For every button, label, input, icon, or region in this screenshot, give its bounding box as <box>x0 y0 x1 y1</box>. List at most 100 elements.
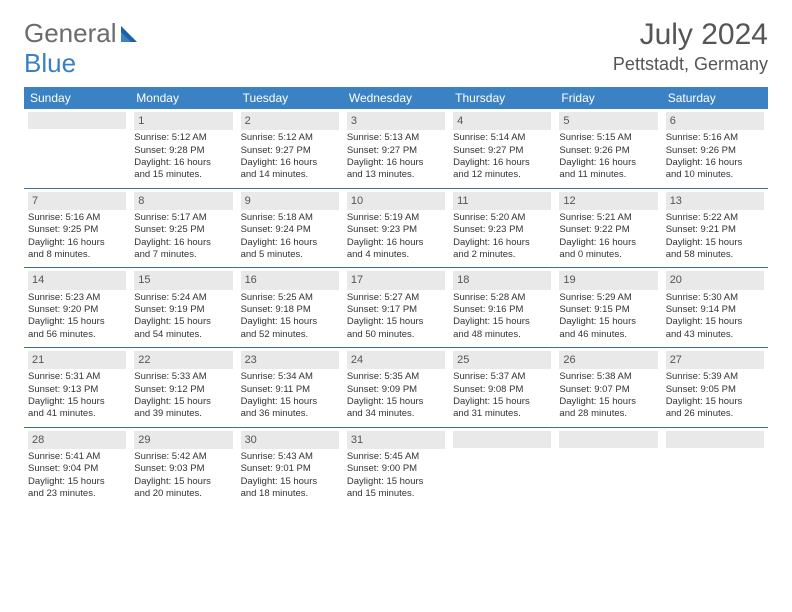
day-number <box>453 431 551 448</box>
day-info-line: and 52 minutes. <box>241 329 339 341</box>
week-row: 21Sunrise: 5:31 AMSunset: 9:13 PMDayligh… <box>24 348 768 428</box>
day-info-line: Daylight: 15 hours <box>28 316 126 328</box>
day-number: 25 <box>453 351 551 369</box>
day-cell: 30Sunrise: 5:43 AMSunset: 9:01 PMDayligh… <box>237 428 343 507</box>
day-cell: 2Sunrise: 5:12 AMSunset: 9:27 PMDaylight… <box>237 109 343 188</box>
day-number: 29 <box>134 431 232 449</box>
day-cell: 19Sunrise: 5:29 AMSunset: 9:15 PMDayligh… <box>555 268 661 347</box>
day-info-line: and 18 minutes. <box>241 488 339 500</box>
day-number: 27 <box>666 351 764 369</box>
day-number <box>666 431 764 448</box>
day-number: 12 <box>559 192 657 210</box>
day-info-line: Sunset: 9:00 PM <box>347 463 445 475</box>
day-info-line: and 28 minutes. <box>559 408 657 420</box>
day-info-line: and 26 minutes. <box>666 408 764 420</box>
day-info-line: Sunset: 9:26 PM <box>666 145 764 157</box>
day-number: 26 <box>559 351 657 369</box>
day-info-line: Sunset: 9:23 PM <box>347 224 445 236</box>
day-info-line: Daylight: 15 hours <box>453 316 551 328</box>
day-info-line: and 56 minutes. <box>28 329 126 341</box>
day-info-line: Sunset: 9:22 PM <box>559 224 657 236</box>
day-info-line: and 13 minutes. <box>347 169 445 181</box>
day-info-line: Sunrise: 5:28 AM <box>453 292 551 304</box>
title-block: July 2024 Pettstadt, Germany <box>613 18 768 75</box>
day-info-line: Sunset: 9:14 PM <box>666 304 764 316</box>
day-info-line: Sunrise: 5:45 AM <box>347 451 445 463</box>
dow-tuesday: Tuesday <box>237 87 343 109</box>
day-info-line: Sunrise: 5:33 AM <box>134 371 232 383</box>
day-info-line: Sunrise: 5:39 AM <box>666 371 764 383</box>
day-info-line: Sunrise: 5:12 AM <box>134 132 232 144</box>
day-info-line: and 0 minutes. <box>559 249 657 261</box>
day-info-line: Daylight: 15 hours <box>134 316 232 328</box>
day-info-line: Daylight: 15 hours <box>453 396 551 408</box>
day-cell: 24Sunrise: 5:35 AMSunset: 9:09 PMDayligh… <box>343 348 449 427</box>
day-info-line: and 15 minutes. <box>347 488 445 500</box>
day-cell <box>662 428 768 507</box>
day-info-line: Daylight: 16 hours <box>347 157 445 169</box>
day-cell: 1Sunrise: 5:12 AMSunset: 9:28 PMDaylight… <box>130 109 236 188</box>
day-info-line: and 58 minutes. <box>666 249 764 261</box>
day-info-line: Sunrise: 5:37 AM <box>453 371 551 383</box>
day-cell: 6Sunrise: 5:16 AMSunset: 9:26 PMDaylight… <box>662 109 768 188</box>
day-info-line: and 20 minutes. <box>134 488 232 500</box>
day-info-line: Sunset: 9:17 PM <box>347 304 445 316</box>
day-info-line: Sunset: 9:09 PM <box>347 384 445 396</box>
day-info-line: Daylight: 15 hours <box>241 396 339 408</box>
day-number: 22 <box>134 351 232 369</box>
dow-saturday: Saturday <box>662 87 768 109</box>
header: General July 2024 Pettstadt, Germany <box>0 0 792 83</box>
day-info-line: Daylight: 15 hours <box>241 476 339 488</box>
day-cell: 17Sunrise: 5:27 AMSunset: 9:17 PMDayligh… <box>343 268 449 347</box>
day-info-line: Daylight: 16 hours <box>453 157 551 169</box>
day-info-line: Sunrise: 5:12 AM <box>241 132 339 144</box>
day-info-line: Sunrise: 5:23 AM <box>28 292 126 304</box>
day-info-line: Sunrise: 5:17 AM <box>134 212 232 224</box>
day-info-line: Sunset: 9:23 PM <box>453 224 551 236</box>
week-row: 1Sunrise: 5:12 AMSunset: 9:28 PMDaylight… <box>24 109 768 189</box>
day-info-line: and 5 minutes. <box>241 249 339 261</box>
day-info-line: Daylight: 15 hours <box>347 396 445 408</box>
day-info-line: Sunset: 9:13 PM <box>28 384 126 396</box>
day-info-line: Daylight: 15 hours <box>134 396 232 408</box>
dow-thursday: Thursday <box>449 87 555 109</box>
day-info-line: Sunset: 9:11 PM <box>241 384 339 396</box>
day-info-line: Sunrise: 5:43 AM <box>241 451 339 463</box>
day-cell <box>555 428 661 507</box>
day-info-line: and 7 minutes. <box>134 249 232 261</box>
day-number: 9 <box>241 192 339 210</box>
day-cell: 8Sunrise: 5:17 AMSunset: 9:25 PMDaylight… <box>130 189 236 268</box>
day-info-line: and 43 minutes. <box>666 329 764 341</box>
day-number <box>28 112 126 129</box>
day-cell: 21Sunrise: 5:31 AMSunset: 9:13 PMDayligh… <box>24 348 130 427</box>
day-cell: 3Sunrise: 5:13 AMSunset: 9:27 PMDaylight… <box>343 109 449 188</box>
day-info-line: Sunset: 9:26 PM <box>559 145 657 157</box>
day-info-line: Sunrise: 5:19 AM <box>347 212 445 224</box>
day-info-line: and 10 minutes. <box>666 169 764 181</box>
day-info-line: Sunrise: 5:20 AM <box>453 212 551 224</box>
day-info-line: Daylight: 15 hours <box>28 396 126 408</box>
day-info-line: Sunset: 9:16 PM <box>453 304 551 316</box>
day-info-line: Sunrise: 5:15 AM <box>559 132 657 144</box>
day-info-line: Sunrise: 5:41 AM <box>28 451 126 463</box>
day-cell <box>449 428 555 507</box>
day-info-line: Sunrise: 5:16 AM <box>28 212 126 224</box>
day-cell: 27Sunrise: 5:39 AMSunset: 9:05 PMDayligh… <box>662 348 768 427</box>
day-info-line: and 46 minutes. <box>559 329 657 341</box>
day-info-line: Daylight: 15 hours <box>666 396 764 408</box>
day-info-line: Sunset: 9:27 PM <box>453 145 551 157</box>
day-info-line: and 11 minutes. <box>559 169 657 181</box>
day-number: 31 <box>347 431 445 449</box>
day-number <box>559 431 657 448</box>
day-cell: 15Sunrise: 5:24 AMSunset: 9:19 PMDayligh… <box>130 268 236 347</box>
day-info-line: Sunrise: 5:30 AM <box>666 292 764 304</box>
day-info-line: and 31 minutes. <box>453 408 551 420</box>
day-number: 3 <box>347 112 445 130</box>
day-cell: 18Sunrise: 5:28 AMSunset: 9:16 PMDayligh… <box>449 268 555 347</box>
day-info-line: and 39 minutes. <box>134 408 232 420</box>
day-info-line: Sunrise: 5:35 AM <box>347 371 445 383</box>
day-info-line: Daylight: 15 hours <box>559 396 657 408</box>
day-number: 8 <box>134 192 232 210</box>
day-cell: 31Sunrise: 5:45 AMSunset: 9:00 PMDayligh… <box>343 428 449 507</box>
day-number: 17 <box>347 271 445 289</box>
